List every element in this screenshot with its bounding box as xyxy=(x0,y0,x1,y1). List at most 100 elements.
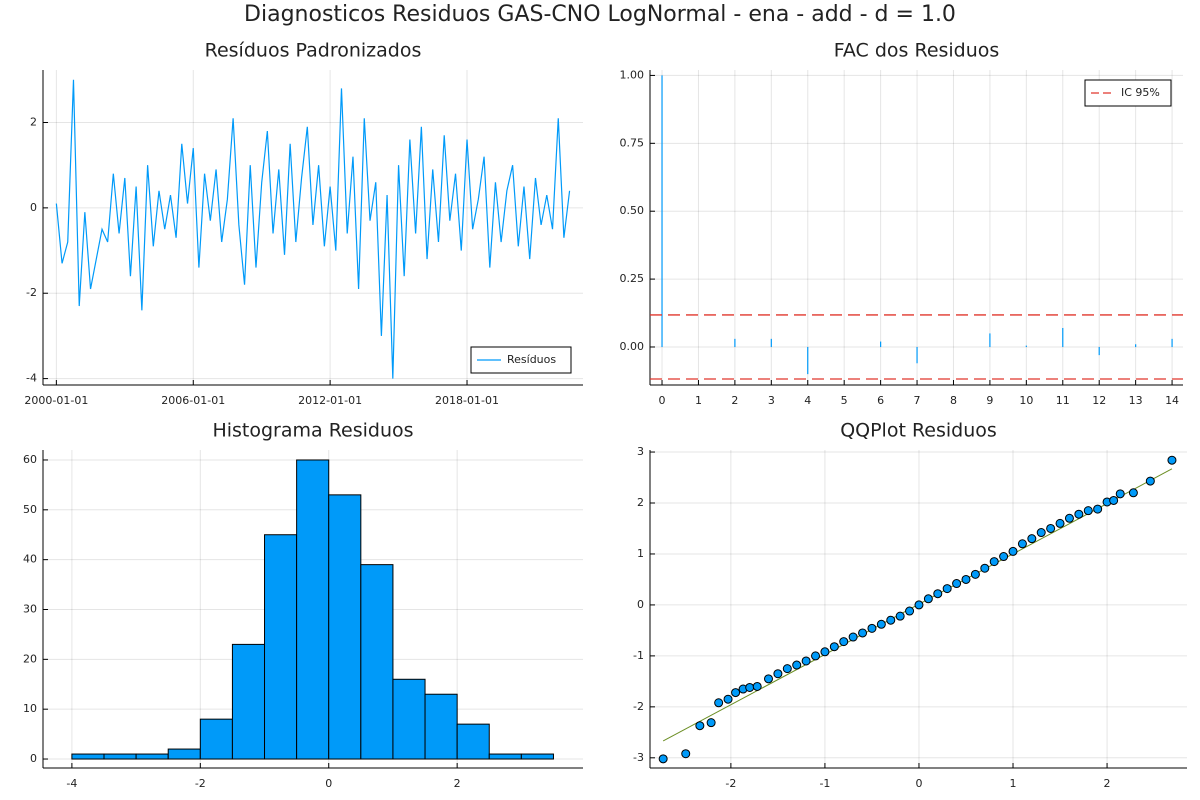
qq-point xyxy=(695,721,705,731)
histogram-bar xyxy=(456,723,490,760)
x-tick-label: -2 xyxy=(725,777,736,790)
qq-point xyxy=(792,660,802,670)
x-tick-label: -2 xyxy=(195,777,206,790)
x-tick-label: -1 xyxy=(819,777,830,790)
legend-label: Resíduos xyxy=(507,353,556,366)
y-tick-label: 0.50 xyxy=(620,204,645,217)
qq-point xyxy=(1115,489,1125,499)
y-tick-label: 0 xyxy=(637,598,644,611)
subplot-title: Histograma Residuos xyxy=(212,420,413,442)
legend-box xyxy=(470,346,572,374)
qq-point xyxy=(773,669,783,679)
y-tick-label: 20 xyxy=(23,652,37,665)
figure-title: Diagnosticos Residuos GAS-CNO LogNormal … xyxy=(244,2,956,27)
qq-point xyxy=(752,681,762,691)
y-tick-label: -1 xyxy=(633,649,644,662)
x-tick-label: 9 xyxy=(986,394,993,407)
histogram-bar xyxy=(392,678,426,760)
x-tick-label: 12 xyxy=(1092,394,1106,407)
histogram-bar xyxy=(199,718,233,760)
qq-point xyxy=(811,651,821,661)
x-tick-label: 0 xyxy=(659,394,666,407)
qq-point xyxy=(1109,495,1119,505)
qq-point xyxy=(923,594,933,604)
subplot: Resíduos Padronizados -4 -2 0 2 2000-01-01 200… xyxy=(24,40,583,407)
qq-point xyxy=(1145,476,1155,486)
qq-point xyxy=(961,574,971,584)
qq-point xyxy=(706,718,716,728)
x-tick-label: 1 xyxy=(1010,777,1017,790)
qq-point xyxy=(1167,455,1177,465)
x-tick-label: 13 xyxy=(1129,394,1143,407)
x-tick-label: 2006-01-01 xyxy=(161,394,225,407)
x-tick-label: 5 xyxy=(841,394,848,407)
y-tick-label: 0.25 xyxy=(620,272,645,285)
y-tick-label: 2 xyxy=(30,116,37,129)
y-tick-label: 0 xyxy=(30,752,37,765)
qq-point xyxy=(989,557,999,567)
x-tick-label: 0 xyxy=(325,777,332,790)
histogram-bar xyxy=(296,459,330,760)
y-tick-label: 0 xyxy=(30,201,37,214)
x-tick-label: 2000-01-01 xyxy=(24,394,88,407)
qq-point xyxy=(658,754,668,764)
x-tick-label: 3 xyxy=(768,394,775,407)
x-tick-label: 2018-01-01 xyxy=(435,394,499,407)
y-tick-label: 2 xyxy=(637,496,644,509)
qq-point xyxy=(999,552,1009,562)
x-tick-label: 10 xyxy=(1019,394,1033,407)
qq-point xyxy=(1093,504,1103,514)
y-tick-label: 0.75 xyxy=(620,136,645,149)
x-tick-label: 8 xyxy=(950,394,957,407)
y-tick-label: -3 xyxy=(633,751,644,764)
histogram-bar xyxy=(167,748,201,760)
histogram-bar xyxy=(103,753,137,760)
y-tick-label: 40 xyxy=(23,553,37,566)
y-tick-label: 10 xyxy=(23,702,37,715)
x-tick-label: 2012-01-01 xyxy=(298,394,362,407)
qq-point xyxy=(714,698,724,708)
qq-point xyxy=(723,694,733,704)
qq-point xyxy=(886,615,896,625)
qq-point xyxy=(1017,539,1027,549)
qq-point xyxy=(876,619,886,629)
histogram-bar xyxy=(328,494,362,760)
x-tick-label: 6 xyxy=(877,394,884,407)
qq-point xyxy=(1083,506,1093,516)
legend-box xyxy=(1084,79,1172,107)
qq-point xyxy=(829,642,839,652)
qq-point xyxy=(1055,518,1065,528)
qq-point xyxy=(980,563,990,573)
qq-point xyxy=(858,628,868,638)
subplot-title: FAC dos Residuos xyxy=(834,40,1000,62)
qq-point xyxy=(1064,513,1074,523)
y-tick-label: 3 xyxy=(637,445,644,458)
histogram-bar xyxy=(488,753,522,760)
y-tick-label: -4 xyxy=(26,372,37,385)
y-tick-label: -2 xyxy=(26,286,37,299)
qq-point xyxy=(745,682,755,692)
qq-point xyxy=(1036,528,1046,538)
x-tick-label: 2 xyxy=(454,777,461,790)
subplot-title: Resíduos Padronizados xyxy=(205,40,422,62)
histogram-bar xyxy=(71,753,105,760)
histogram-bar xyxy=(360,564,394,760)
qq-point xyxy=(1046,523,1056,533)
qq-point xyxy=(970,569,980,579)
qq-point xyxy=(763,674,773,684)
subplot-title: QQPlot Residuos xyxy=(840,420,997,442)
qq-point xyxy=(1008,546,1018,556)
qq-point xyxy=(681,749,691,759)
qq-point xyxy=(942,584,952,594)
histogram-bar xyxy=(424,693,458,760)
subplot: QQPlot Residuos -3 -2 -1 0 1 2 3 -2 -1 0 1 2 xyxy=(633,420,1187,790)
x-tick-label: 14 xyxy=(1165,394,1179,407)
qq-point xyxy=(839,637,849,647)
qq-point xyxy=(1074,509,1084,519)
y-tick-label: 30 xyxy=(23,602,37,615)
x-tick-label: 2 xyxy=(731,394,738,407)
x-tick-label: 4 xyxy=(804,394,811,407)
histogram-bar xyxy=(520,753,554,760)
subplot: Histograma Residuos 0 10 20 30 40 50 60 -4 -2 0 2 xyxy=(23,420,583,790)
